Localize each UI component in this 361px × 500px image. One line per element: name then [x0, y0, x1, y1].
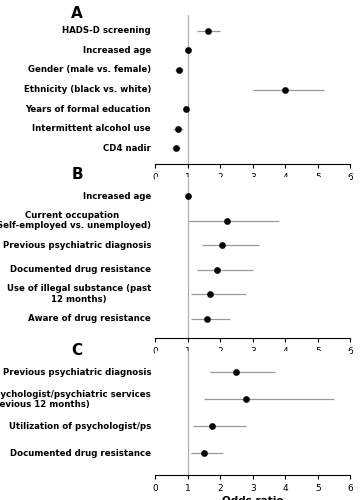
Text: A: A — [71, 6, 83, 21]
Text: C: C — [71, 343, 83, 358]
X-axis label: Odds ratio: Odds ratio — [222, 359, 283, 369]
X-axis label: Odds ratio: Odds ratio — [222, 496, 283, 500]
X-axis label: Odds ratio: Odds ratio — [222, 185, 283, 195]
Text: B: B — [71, 167, 83, 182]
